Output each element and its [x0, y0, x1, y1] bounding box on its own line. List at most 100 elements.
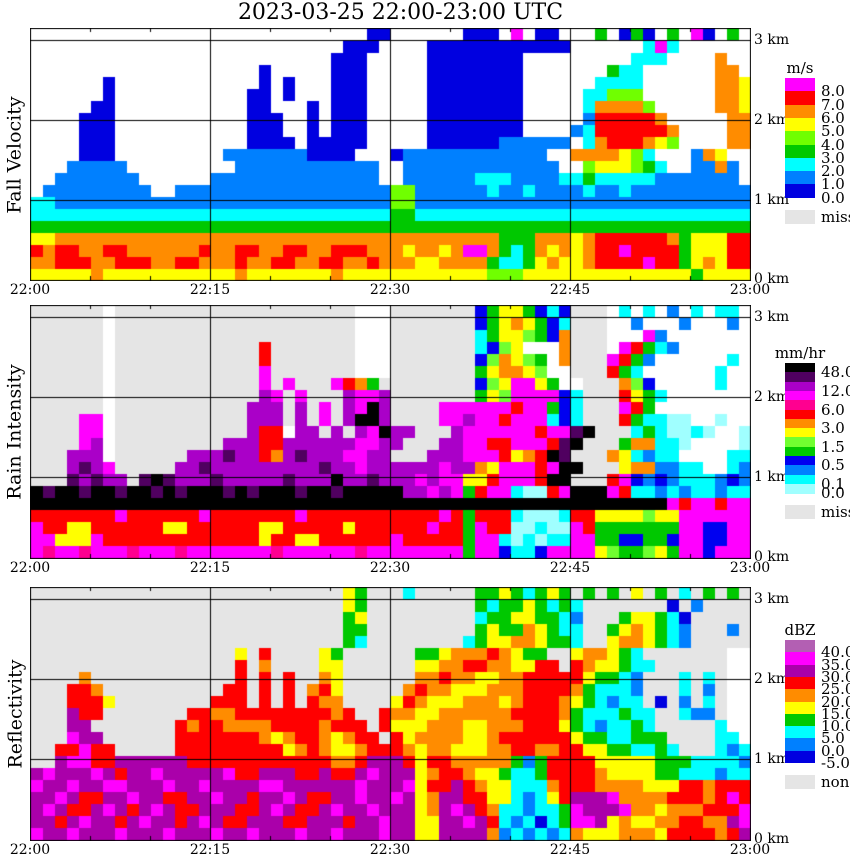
legend-value-label: 5.0: [821, 122, 845, 141]
legend-color-swatch: [785, 171, 815, 185]
panel-canvas-1: [30, 305, 751, 559]
legend-value-label: 6.0: [821, 400, 845, 419]
legend-missing-swatch: [785, 505, 815, 520]
height-tick-label: 0 km: [754, 831, 790, 847]
time-tick-label: 22:15: [189, 282, 231, 298]
height-tick-label: 2 km: [754, 388, 790, 405]
legend-color-swatch: [785, 750, 815, 764]
time-tick-label: 22:00: [9, 282, 51, 298]
legend-color-swatch: [785, 117, 815, 132]
height-tick-label: 0 km: [754, 271, 790, 287]
legend-color-swatch: [785, 676, 815, 690]
legend-unit-dbz: dBZ: [784, 621, 816, 639]
panel-label-fall-velocity: Fall Velocity: [4, 95, 26, 214]
legend-missing-label: none: [821, 773, 850, 791]
height-tick-label: 2 km: [754, 670, 790, 687]
legend-color-swatch: [785, 726, 815, 739]
height-tick-label: 1 km: [754, 750, 790, 767]
legend-color-swatch: [785, 456, 815, 466]
time-tick-label: 22:15: [189, 560, 231, 576]
legend-color-swatch: [785, 131, 815, 145]
legend-color-swatch: [785, 409, 815, 420]
time-tick-label: 22:45: [549, 560, 591, 576]
legend-value-label: 4.0: [821, 135, 845, 154]
legend-value-label: 0.1: [821, 474, 845, 493]
legend-value-label: 7.0: [821, 95, 845, 114]
legend-value-label: 48.0: [821, 363, 850, 382]
height-tick-label: 1 km: [754, 191, 790, 208]
legend-value-label: 0.5: [821, 456, 845, 475]
legend-value-label: 5.0: [821, 729, 845, 748]
legend-unit-ms: m/s: [786, 59, 814, 77]
panel-canvas-0: [30, 28, 751, 281]
legend-color-swatch: [785, 144, 815, 159]
time-tick-label: 23:00: [729, 560, 771, 576]
legend-color-swatch: [785, 437, 815, 448]
legend-value-label: 3.0: [821, 148, 845, 167]
legend-value-label: 3.0: [821, 419, 845, 438]
legend-missing-swatch: [785, 775, 815, 789]
legend-value-label: 15.0: [821, 704, 850, 723]
legend-value-label: 6.0: [821, 108, 845, 127]
legend-color-swatch: [785, 738, 815, 752]
legend-value-label: 35.0: [821, 655, 850, 674]
height-tick-label: 2 km: [754, 111, 790, 128]
legend-color-swatch: [785, 483, 815, 494]
time-tick-label: 22:45: [549, 842, 591, 858]
height-tick-label: 3 km: [754, 31, 790, 48]
legend-value-label: -5.0: [821, 754, 850, 772]
time-tick-label: 22:30: [369, 842, 411, 858]
panel-label-reflectivity: Reflectivity: [4, 659, 26, 769]
time-tick-label: 22:30: [369, 560, 411, 576]
legend-color-swatch: [785, 78, 815, 92]
time-tick-label: 23:00: [729, 282, 771, 298]
legend-value-label: 40.0: [821, 643, 850, 662]
chart-title: 2023-03-25 22:00-23:00 UTC: [237, 0, 564, 25]
legend-color-swatch: [785, 640, 815, 653]
legend-value-label: 0.0: [821, 484, 845, 503]
legend-color-swatch: [785, 381, 815, 392]
legend-value-label: 25.0: [821, 680, 850, 699]
legend-missing-label: miss: [821, 503, 850, 522]
legend-color-swatch: [785, 363, 815, 373]
legend-color-swatch: [785, 701, 815, 715]
legend-color-swatch: [785, 713, 815, 727]
legend-missing-swatch: [785, 209, 815, 224]
panel-label-rain-intensity: Rain Intensity: [4, 364, 27, 500]
legend-color-swatch: [785, 418, 815, 429]
panel-canvas-2: [30, 587, 751, 841]
legend-color-swatch: [785, 465, 815, 476]
legend-color-swatch: [785, 184, 815, 199]
legend-color-swatch: [785, 91, 815, 106]
height-tick-label: 0 km: [754, 549, 790, 565]
height-tick-label: 1 km: [754, 468, 790, 485]
legend-value-label: 8.0: [821, 82, 845, 101]
legend-value-label: 0.0: [821, 188, 845, 207]
legend-value-label: 10.0: [821, 717, 850, 736]
legend-color-swatch: [785, 652, 815, 666]
legend-value-label: 1.0: [821, 175, 845, 194]
legend-color-swatch: [785, 390, 815, 401]
legend-color-swatch: [785, 400, 815, 410]
legend-value-label: 20.0: [821, 692, 850, 711]
legend-value-label: 0.0: [821, 741, 845, 760]
time-tick-label: 22:00: [9, 842, 51, 858]
legend-color-swatch: [785, 446, 815, 457]
time-tick-label: 22:30: [369, 282, 411, 298]
legend-color-swatch: [785, 157, 815, 172]
legend-value-label: 2.0: [821, 162, 845, 181]
time-tick-label: 22:45: [549, 282, 591, 298]
legend-missing-label: miss: [821, 207, 850, 226]
height-tick-label: 3 km: [754, 590, 790, 607]
legend-color-swatch: [785, 689, 815, 702]
legend-color-swatch: [785, 664, 815, 678]
legend-color-swatch: [785, 474, 815, 485]
legend-color-swatch: [785, 428, 815, 438]
time-tick-label: 22:15: [189, 842, 231, 858]
legend-unit-mmhr: mm/hr: [774, 344, 826, 362]
legend-color-swatch: [785, 372, 815, 383]
height-tick-label: 3 km: [754, 308, 790, 325]
time-tick-label: 23:00: [729, 842, 771, 858]
legend-value-label: 30.0: [821, 667, 850, 686]
